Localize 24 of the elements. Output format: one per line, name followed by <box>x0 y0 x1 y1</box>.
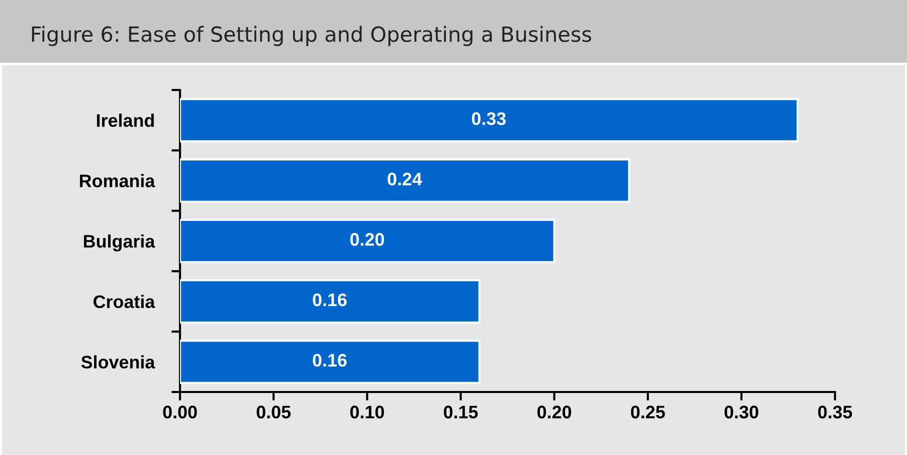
x-tick-label: 0.20 <box>537 406 572 418</box>
y-tick-label: Ireland <box>97 114 154 127</box>
y-tick-label: Croatia <box>94 294 156 308</box>
bar <box>180 98 799 142</box>
y-tick-label: Slovenia <box>81 355 156 369</box>
bar <box>180 158 630 203</box>
bar <box>180 279 480 324</box>
data-label: 0.16 <box>312 293 347 306</box>
data-label: 0.20 <box>350 233 384 246</box>
data-label: 0.16 <box>312 354 347 367</box>
x-tick-label: 0.35 <box>818 406 852 418</box>
data-label: 0.24 <box>388 172 422 186</box>
bar <box>180 218 556 264</box>
x-tick-label: 0.00 <box>163 406 197 418</box>
x-tick-label: 0.25 <box>631 406 665 418</box>
chart-title: Figure 6: Ease of Setting up and Operating a Business <box>32 26 592 46</box>
y-tick-label: Bulgaria <box>84 234 156 252</box>
y-tick-label: Romania <box>80 174 156 188</box>
x-tick-label: 0.05 <box>256 406 291 418</box>
data-label: 0.33 <box>472 112 506 126</box>
x-tick-label: 0.10 <box>350 406 384 418</box>
bar <box>180 340 480 384</box>
x-tick-label: 0.15 <box>444 406 478 418</box>
x-tick-label: 0.30 <box>724 406 758 418</box>
